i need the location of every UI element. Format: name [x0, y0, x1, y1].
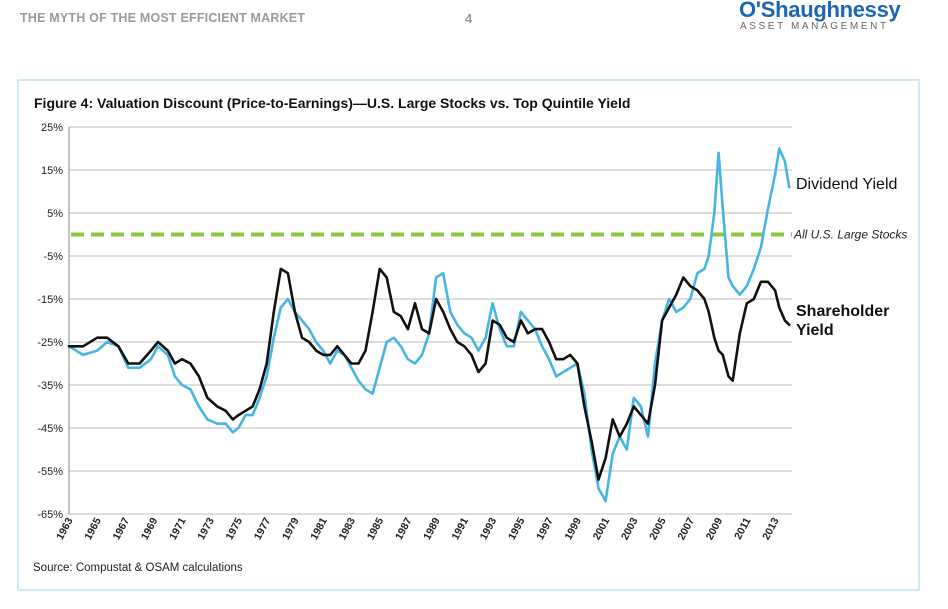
x-tick-label: 2007 — [675, 516, 697, 542]
series-line-shareholder-yield — [67, 267, 791, 481]
logo-subtitle: ASSET MANAGEMENT — [740, 21, 889, 32]
x-tick-label: 1999 — [562, 516, 584, 542]
x-tick-label: 1983 — [337, 516, 359, 542]
y-tick-label: -65% — [37, 509, 63, 521]
series-label: Shareholder — [796, 303, 889, 320]
y-tick-label: -5% — [43, 251, 63, 263]
x-tick-label: 1979 — [280, 516, 302, 542]
document-title: THE MYTH OF THE MOST EFFICIENT MARKET — [20, 11, 306, 25]
y-tick-label: -55% — [37, 466, 63, 478]
x-tick-label: 1987 — [393, 516, 415, 542]
x-tick-label: 1977 — [252, 516, 274, 542]
x-tick-label: 2009 — [704, 516, 726, 542]
x-tick-label: 1995 — [506, 516, 528, 542]
y-tick-label: -45% — [37, 423, 63, 435]
series-line-dividend-yield — [67, 147, 791, 503]
logo-name: O'Shaughnessy — [739, 0, 901, 22]
x-tick-label: 2013 — [760, 516, 782, 542]
y-tick-label: 25% — [41, 122, 63, 134]
y-tick-label: 5% — [47, 208, 63, 220]
y-tick-label: -35% — [37, 380, 63, 392]
source-note: Source: Compustat & OSAM calculations — [33, 562, 243, 574]
x-tick-label: 2001 — [591, 516, 613, 542]
x-tick-label: 1985 — [365, 516, 387, 542]
x-tick-label: 1965 — [82, 516, 104, 542]
x-tick-label: 1993 — [478, 516, 500, 542]
x-tick-label: 1981 — [308, 516, 330, 542]
page-number: 4 — [465, 11, 473, 26]
company-logo: O'Shaughnessy ASSET MANAGEMENT — [735, 0, 901, 36]
x-tick-label: 1975 — [224, 516, 246, 542]
reference-line-label: All U.S. Large Stocks — [793, 228, 907, 242]
series-label: Dividend Yield — [796, 176, 897, 193]
x-tick-label: 1971 — [167, 516, 189, 542]
x-tick-label: 2005 — [647, 516, 669, 542]
figure-title: Figure 4: Valuation Discount (Price-to-E… — [34, 95, 631, 111]
y-tick-label: 15% — [41, 165, 63, 177]
x-tick-label: 2011 — [732, 516, 753, 542]
x-tick-label: 2003 — [619, 516, 641, 542]
x-tick-label: 1969 — [139, 516, 161, 542]
x-tick-label: 1973 — [195, 516, 217, 542]
y-tick-label: -15% — [37, 294, 63, 306]
x-tick-label: 1991 — [449, 516, 471, 542]
x-tick-label: 1967 — [111, 516, 133, 542]
x-tick-label: 1997 — [534, 516, 556, 542]
series-label: Yield — [796, 322, 834, 339]
x-tick-label: 1989 — [421, 516, 443, 542]
y-tick-label: -25% — [37, 337, 63, 349]
